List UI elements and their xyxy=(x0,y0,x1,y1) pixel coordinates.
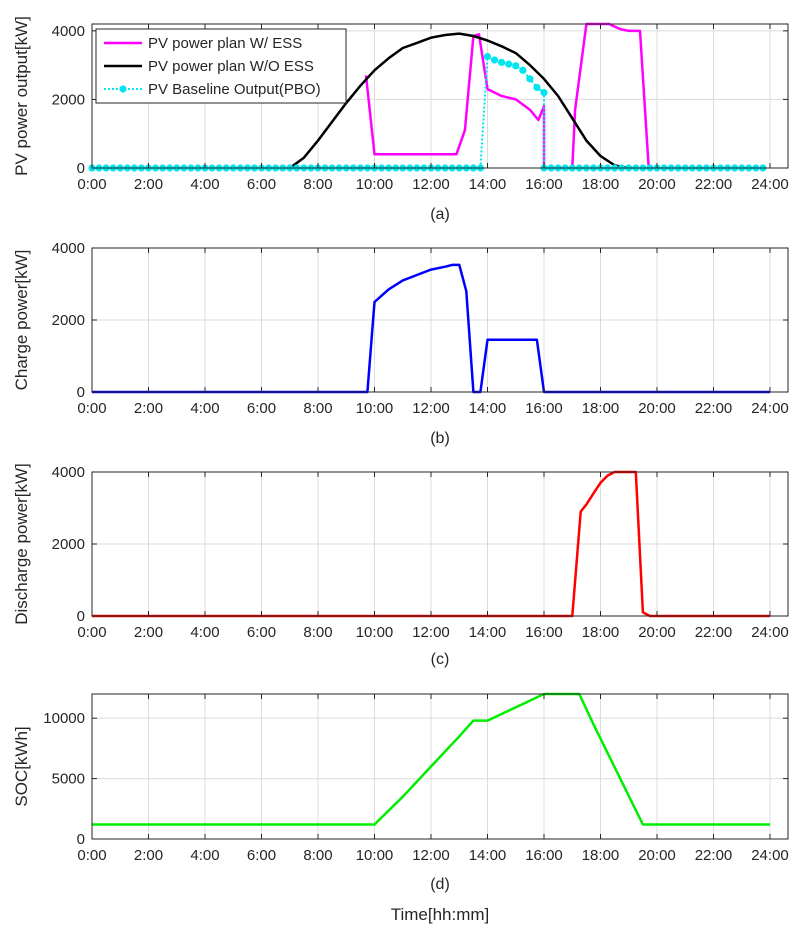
x-tick-label: 12:00 xyxy=(412,400,450,417)
y-axis-label: SOC[kWh] xyxy=(12,726,31,806)
x-tick-label: 16:00 xyxy=(525,176,563,193)
data-point xyxy=(498,58,506,66)
x-tick-label: 16:00 xyxy=(525,400,563,417)
x-tick-label: 4:00 xyxy=(190,847,219,864)
x-tick-label: 18:00 xyxy=(582,176,620,193)
legend-entry: PV power plan W/O ESS xyxy=(148,58,314,75)
x-tick-label: 10:00 xyxy=(356,624,394,641)
x-tick-label: 14:00 xyxy=(469,624,507,641)
y-tick-label: 0 xyxy=(77,160,85,177)
x-tick-label: 24:00 xyxy=(751,847,789,864)
panel-d: 0:00 2:00 4:00 6:00 8:00 10:00 12:00 14:00 16:00… xyxy=(12,692,789,893)
x-tick-label: 14:00 xyxy=(469,176,507,193)
data-point xyxy=(519,66,527,74)
x-tick-label: 16:00 xyxy=(525,847,563,864)
x-axis-label: Time[hh:mm] xyxy=(391,905,490,924)
axes-box xyxy=(91,693,789,840)
x-tick-label: 2:00 xyxy=(134,176,163,193)
x-tick-label: 14:00 xyxy=(469,400,507,417)
x-tick-label: 2:00 xyxy=(134,400,163,417)
x-tick-label: 0:00 xyxy=(77,847,106,864)
x-tick-label: 10:00 xyxy=(356,176,394,193)
x-tick-label: 0:00 xyxy=(77,176,106,193)
series-line-data xyxy=(92,263,770,394)
x-tick-label: 20:00 xyxy=(638,624,676,641)
legend: PV power plan W/ ESS PV power plan W/O ES… xyxy=(95,28,347,104)
x-tick-label: 6:00 xyxy=(247,400,276,417)
x-tick-label: 20:00 xyxy=(638,176,676,193)
panel-subtitle: (c) xyxy=(431,651,450,668)
x-tick-label: 24:00 xyxy=(751,176,789,193)
x-tick-label: 20:00 xyxy=(638,400,676,417)
x-tick-label: 4:00 xyxy=(190,400,219,417)
x-tick-label: 18:00 xyxy=(582,624,620,641)
x-tick-label: 18:00 xyxy=(582,400,620,417)
series-line-data xyxy=(92,692,770,826)
data-point xyxy=(526,75,534,83)
data-point xyxy=(490,56,499,64)
x-tick-label: 0:00 xyxy=(77,400,106,417)
x-tick-label: 6:00 xyxy=(247,847,276,864)
y-tick-label: 4000 xyxy=(52,23,85,40)
data-point xyxy=(505,60,513,68)
x-tick-label: 12:00 xyxy=(412,624,450,641)
x-tick-label: 12:00 xyxy=(412,847,450,864)
x-tick-label: 20:00 xyxy=(638,847,676,864)
x-tick-label: 0:00 xyxy=(77,624,106,641)
data-point xyxy=(483,52,492,61)
x-tick-label: 18:00 xyxy=(582,847,620,864)
legend-entry: PV Baseline Output(PBO) xyxy=(148,81,321,98)
panel-b: 0:00 2:00 4:00 6:00 8:00 10:00 12:00 14:00 16:00… xyxy=(12,240,789,447)
y-tick-label: 2000 xyxy=(52,312,85,329)
x-tick-label: 10:00 xyxy=(356,400,394,417)
x-tick-label: 14:00 xyxy=(469,847,507,864)
panel-subtitle: (b) xyxy=(430,430,450,447)
y-tick-label: 0 xyxy=(77,831,85,848)
y-tick-label: 0 xyxy=(77,384,85,401)
x-tick-label: 22:00 xyxy=(695,400,733,417)
series-line-pv-power-plan-w-ess xyxy=(364,22,652,170)
x-tick-label: 4:00 xyxy=(190,624,219,641)
x-tick-label: 2:00 xyxy=(134,847,163,864)
x-tick-label: 22:00 xyxy=(695,847,733,864)
legend-entry: PV power plan W/ ESS xyxy=(148,35,302,52)
x-tick-label: 8:00 xyxy=(303,400,332,417)
panel-c: 0:00 2:00 4:00 6:00 8:00 10:00 12:00 14:00 16:00… xyxy=(12,463,789,668)
x-tick-label: 10:00 xyxy=(356,847,394,864)
axes-box xyxy=(91,23,789,169)
x-tick-label: 2:00 xyxy=(134,624,163,641)
x-tick-label: 8:00 xyxy=(303,847,332,864)
y-tick-label: 5000 xyxy=(52,771,85,788)
x-tick-label: 6:00 xyxy=(247,624,276,641)
panel-a: 0:00 2:00 4:00 6:00 8:00 10:00 12:00 14:00 16:00… xyxy=(12,16,789,223)
x-tick-label: 8:00 xyxy=(303,176,332,193)
x-tick-label: 4:00 xyxy=(190,176,219,193)
x-tick-label: 24:00 xyxy=(751,624,789,641)
data-point xyxy=(533,83,541,92)
x-tick-label: 22:00 xyxy=(695,176,733,193)
data-point xyxy=(512,62,520,70)
x-tick-label: 6:00 xyxy=(247,176,276,193)
y-tick-label: 10000 xyxy=(43,710,85,727)
panel-subtitle: (d) xyxy=(430,876,450,893)
y-tick-label: 0 xyxy=(77,608,85,625)
x-tick-label: 22:00 xyxy=(695,624,733,641)
x-tick-label: 24:00 xyxy=(751,400,789,417)
x-tick-label: 16:00 xyxy=(525,624,563,641)
x-tick-label: 8:00 xyxy=(303,624,332,641)
y-tick-label: 4000 xyxy=(52,240,85,257)
data-point xyxy=(540,88,548,97)
y-axis-label: Charge power[kW] xyxy=(12,250,31,391)
plot-area xyxy=(92,694,788,839)
y-tick-label: 4000 xyxy=(52,464,85,481)
legend-marker xyxy=(119,85,127,93)
series-line-data xyxy=(92,470,770,618)
y-axis-label: Discharge power[kW] xyxy=(12,463,31,625)
panel-subtitle: (a) xyxy=(430,206,450,223)
y-tick-label: 2000 xyxy=(52,91,85,108)
y-axis-label: PV power output[kW] xyxy=(12,16,31,176)
y-tick-label: 2000 xyxy=(52,536,85,553)
x-tick-label: 12:00 xyxy=(412,176,450,193)
